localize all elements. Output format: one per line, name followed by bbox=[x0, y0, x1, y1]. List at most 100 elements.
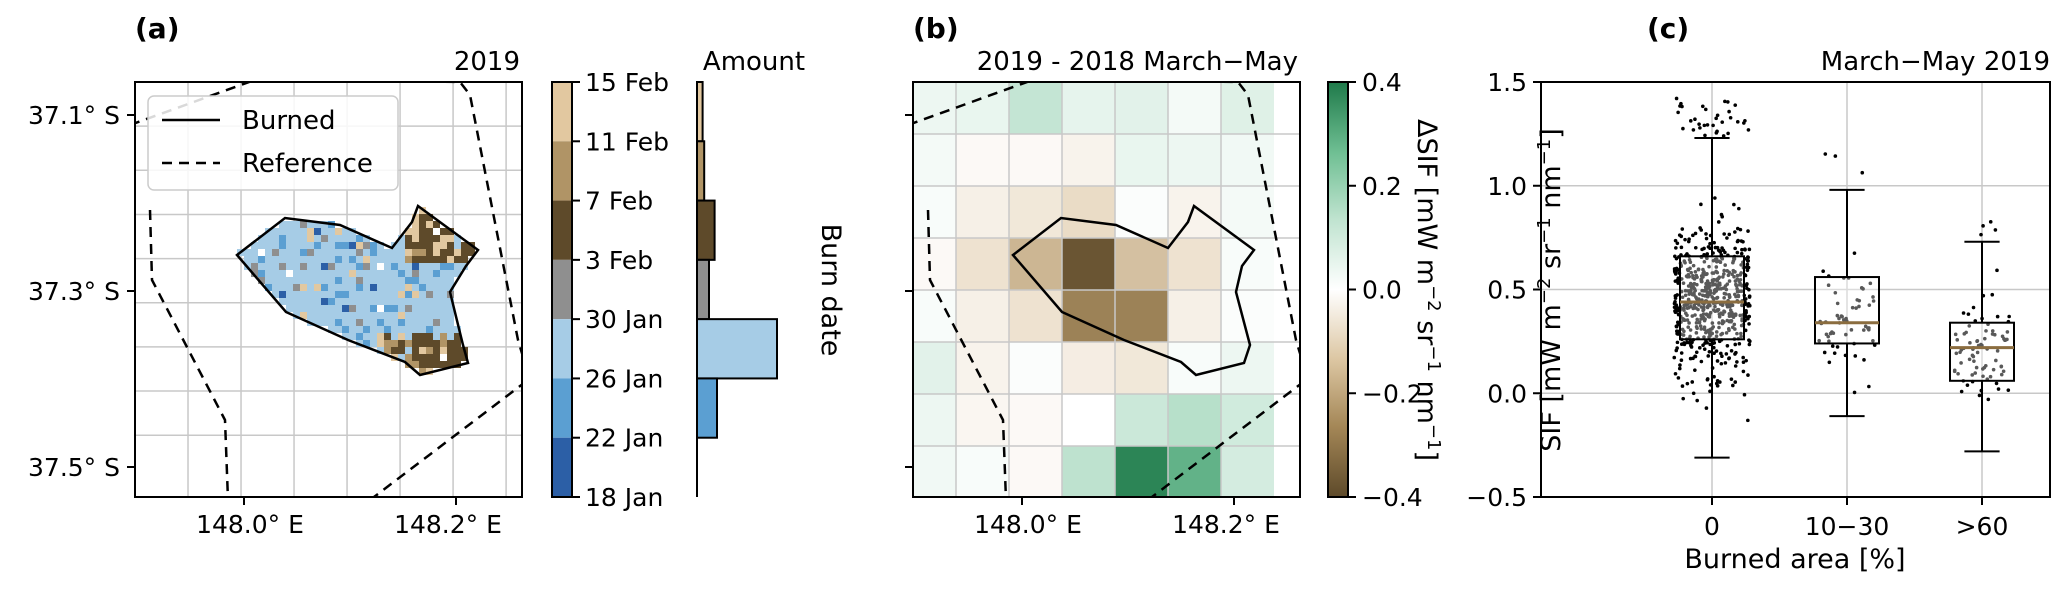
burn-pixel bbox=[328, 256, 335, 263]
delta-sif-cell bbox=[1009, 446, 1062, 497]
data-point bbox=[1722, 232, 1726, 236]
burn-pixel bbox=[412, 361, 419, 368]
legend-burned-label: Burned bbox=[242, 106, 336, 136]
delta-sif-cell bbox=[1009, 342, 1062, 394]
data-point bbox=[1694, 350, 1699, 355]
data-point bbox=[1715, 287, 1719, 292]
data-point bbox=[1715, 129, 1719, 134]
burn-pixel bbox=[405, 270, 412, 277]
colorbar-tick-label: 3 Feb bbox=[585, 246, 653, 275]
burn-pixel bbox=[300, 277, 307, 284]
histogram-bar bbox=[696, 199, 716, 261]
colorbar-tick-label: 0.0 bbox=[1362, 276, 1402, 305]
data-point bbox=[1730, 325, 1735, 330]
colorbar-tick-label: 0.4 bbox=[1362, 68, 1402, 97]
data-point bbox=[1690, 314, 1695, 318]
data-point bbox=[1991, 367, 1996, 372]
burn-pixel bbox=[307, 249, 314, 256]
data-point bbox=[1694, 273, 1699, 278]
burn-pixel bbox=[405, 319, 412, 326]
data-point bbox=[1739, 331, 1743, 336]
burn-pixel bbox=[349, 249, 356, 256]
burn-pixel bbox=[314, 291, 321, 298]
data-point bbox=[1712, 374, 1716, 379]
data-point bbox=[1702, 270, 1706, 274]
data-point bbox=[1973, 371, 1978, 375]
panel-c-xlabel: Burned area [%] bbox=[1684, 544, 1905, 575]
burn-pixel bbox=[426, 263, 433, 270]
data-point bbox=[1699, 277, 1704, 281]
burn-pixel bbox=[419, 277, 426, 284]
burn-pixel bbox=[265, 235, 272, 242]
burn-pixel bbox=[279, 291, 286, 298]
burn-pixel bbox=[391, 270, 398, 277]
burn-pixel bbox=[412, 249, 419, 256]
burn-pixel bbox=[440, 235, 447, 242]
burn-pixel bbox=[286, 242, 293, 249]
burn-pixel bbox=[391, 249, 398, 256]
data-point bbox=[1736, 238, 1740, 243]
data-point bbox=[1731, 315, 1736, 319]
data-point bbox=[1734, 284, 1739, 288]
burn-pixel bbox=[405, 312, 412, 319]
data-point bbox=[1854, 306, 1858, 310]
burn-pixel bbox=[440, 242, 447, 249]
burn-pixel bbox=[342, 277, 349, 284]
burn-pixel bbox=[321, 277, 328, 284]
data-point bbox=[1981, 224, 1985, 228]
data-point bbox=[1715, 277, 1719, 282]
data-point bbox=[1705, 377, 1710, 381]
data-point bbox=[1817, 338, 1821, 343]
burn-pixel bbox=[440, 312, 447, 319]
burn-pixel bbox=[272, 263, 279, 270]
colorbar-tick-label: 30 Jan bbox=[585, 305, 663, 334]
data-point bbox=[1871, 338, 1875, 343]
burn-pixel bbox=[426, 242, 433, 249]
burn-pixel bbox=[426, 340, 433, 347]
data-point bbox=[1695, 317, 1700, 322]
data-point bbox=[1704, 330, 1708, 335]
box bbox=[1679, 255, 1745, 341]
histogram-bar bbox=[696, 377, 718, 439]
data-point bbox=[1724, 287, 1729, 292]
data-point bbox=[1738, 313, 1742, 318]
data-point bbox=[1680, 295, 1685, 300]
data-point bbox=[1717, 321, 1721, 325]
data-point bbox=[1733, 342, 1738, 347]
data-point bbox=[1742, 392, 1747, 397]
burn-pixel bbox=[419, 270, 426, 277]
delta-sif-cell bbox=[1168, 82, 1221, 134]
data-point bbox=[1994, 381, 1999, 386]
burn-pixel bbox=[377, 256, 384, 263]
burn-pixel bbox=[272, 277, 279, 284]
data-point bbox=[1719, 361, 1724, 366]
colorbar-segment bbox=[552, 319, 572, 379]
burn-pixel bbox=[419, 284, 426, 291]
burn-pixel bbox=[328, 235, 335, 242]
burn-pixel bbox=[391, 256, 398, 263]
data-point bbox=[2007, 314, 2011, 319]
ytick-label: 0.0 bbox=[1487, 379, 1527, 408]
burn-pixel bbox=[356, 284, 363, 291]
data-point bbox=[1733, 352, 1737, 356]
panel-c-ylabel: SIF [mW m−2 sr−1 nm−1] bbox=[1534, 128, 1567, 452]
data-point bbox=[1979, 232, 1983, 237]
panel-a-xtick: 148.2° E bbox=[394, 510, 502, 539]
data-point bbox=[1868, 281, 1873, 286]
burn-pixel bbox=[384, 256, 391, 263]
burn-pixel bbox=[370, 277, 377, 284]
burn-pixel bbox=[363, 277, 370, 284]
burn-pixel bbox=[314, 242, 321, 249]
data-point bbox=[1747, 247, 1752, 252]
burn-pixel bbox=[440, 333, 447, 340]
burn-pixel bbox=[314, 228, 321, 235]
data-point bbox=[1700, 288, 1704, 293]
burn-pixel bbox=[440, 284, 447, 291]
burn-pixel bbox=[286, 228, 293, 235]
delta-sif-cell bbox=[1221, 446, 1274, 497]
data-point bbox=[1732, 322, 1737, 327]
data-point bbox=[1747, 294, 1752, 298]
data-point bbox=[1715, 384, 1720, 388]
delta-sif-cell bbox=[1168, 134, 1221, 186]
burn-pixel bbox=[321, 221, 328, 228]
